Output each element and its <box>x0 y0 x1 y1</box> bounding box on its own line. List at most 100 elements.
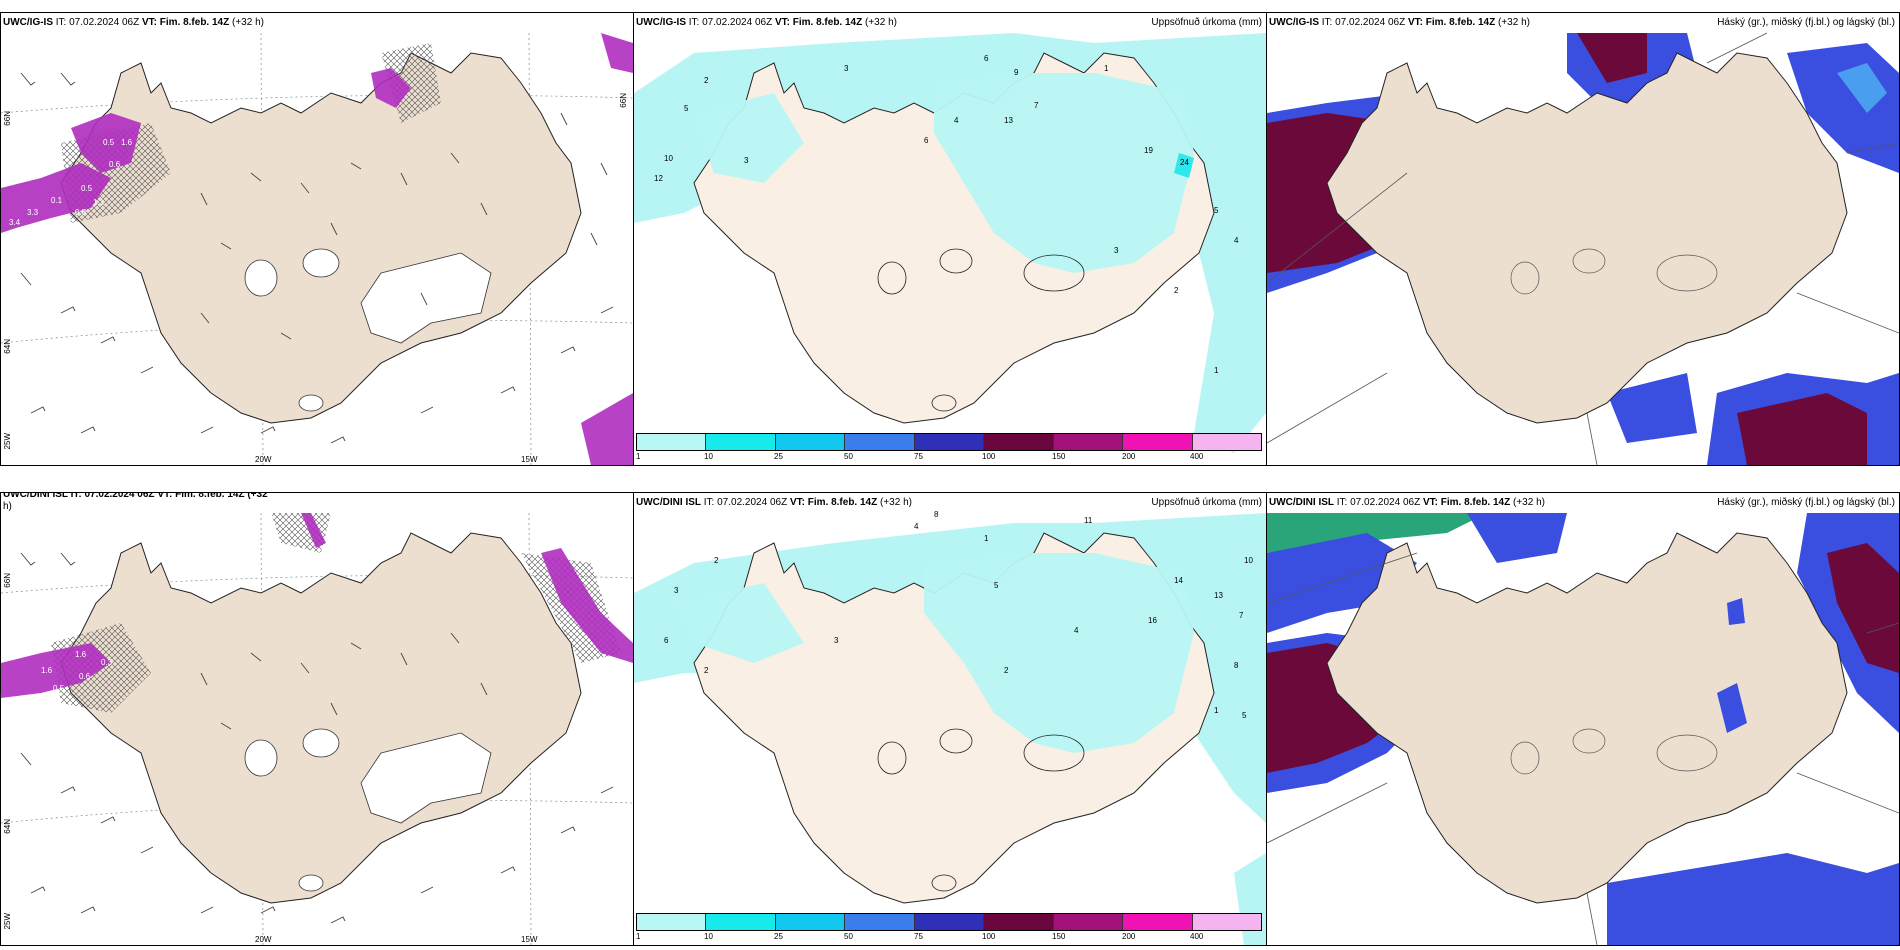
cbar-tick: 10 <box>704 932 713 941</box>
cbar-tick: 1 <box>636 932 641 941</box>
precip-value: 13 <box>1004 116 1013 125</box>
precip-value: 2 <box>704 666 709 675</box>
field-label: Uppsöfnuð úrkoma (mm) <box>1151 497 1262 508</box>
wind-value: 3.4 <box>9 218 21 227</box>
wind-value: 3.3 <box>27 208 39 217</box>
precip-value: 5 <box>1242 711 1247 720</box>
precip-value: 13 <box>1214 591 1223 600</box>
cbar-cell <box>1192 914 1261 930</box>
cloud-map-panel-bottom: UWC/DINI ISL IT: 07.02.2024 06Z VT: Fim.… <box>1266 492 1900 946</box>
precip-value: 7 <box>1239 611 1244 620</box>
precip-map-panel-bottom: 4 8 1 2 11 3 5 14 16 13 10 7 6 2 1 5 8 3… <box>633 492 1267 946</box>
precip-value: 6 <box>664 636 669 645</box>
precip-value: 3 <box>844 64 849 73</box>
wind-value: 0.5 <box>81 184 93 193</box>
cbar-cell <box>775 914 846 930</box>
precip-value: 8 <box>1234 661 1239 670</box>
wind-map-panel-bottom: 1.6 0.3 0.6 0.5 1.6 UWC/DINI ISL IT: 07.… <box>0 492 634 946</box>
wind-value: 0.5 <box>53 684 65 693</box>
precip-value: 12 <box>654 174 663 183</box>
iceland-wind-map: 0.5 1.6 0.6 0.1 0.5 3.3 3.4 0.8 1.1 <box>1 32 633 465</box>
wind-value: 1.6 <box>41 666 53 675</box>
field-label: Háský (gr.), miðský (fj.bl.) og lágský (… <box>1717 17 1895 28</box>
field-label: Háský (gr.), miðský (fj.bl.) og lágský (… <box>1717 497 1895 508</box>
precip-value: 1 <box>1104 64 1109 73</box>
precip-value: 1 <box>1214 706 1219 715</box>
precip-value: 3 <box>744 156 749 165</box>
panel-title: UWC/DINI ISL IT: 07.02.2024 06Z VT: Fim.… <box>1269 497 1545 508</box>
cbar-cell <box>1192 434 1261 450</box>
precip-value: 11 <box>1084 516 1093 525</box>
precip-value: 8 <box>934 510 939 519</box>
wind-map-panel-top: 0.5 1.6 0.6 0.1 0.5 3.3 3.4 0.8 1.1 UWC/… <box>0 12 634 466</box>
cbar-tick: 100 <box>982 932 996 941</box>
wind-value: 0.6 <box>109 160 121 169</box>
lon-label-20w: 20W <box>255 935 272 944</box>
precip-value: 16 <box>1148 616 1157 625</box>
precip-value: 4 <box>914 522 919 531</box>
colorbar-ticks: 1 10 25 50 75 100 150 200 400 <box>636 452 1260 462</box>
cbar-tick: 25 <box>774 932 783 941</box>
panel-title-wrap: h) <box>3 501 12 512</box>
cbar-tick: 75 <box>914 452 923 461</box>
lon-label-15w: 15W <box>521 455 538 464</box>
cbar-tick: 150 <box>1052 932 1066 941</box>
colorbar-ticks: 1 10 25 50 75 100 150 200 400 <box>636 932 1260 942</box>
lat-label-66n-right: 66N <box>619 93 628 108</box>
lat-label-25w: 25W <box>3 433 12 450</box>
cbar-tick: 100 <box>982 452 996 461</box>
cbar-tick: 10 <box>704 452 713 461</box>
cbar-tick: 50 <box>844 452 853 461</box>
precip-value: 1 <box>1214 366 1219 375</box>
cbar-cell <box>1053 914 1124 930</box>
precip-value: 2 <box>1004 666 1009 675</box>
panel-title: UWC/DINI ISL IT: 07.02.2024 06Z VT: Fim.… <box>3 492 268 500</box>
precip-colorbar <box>636 433 1262 451</box>
panel-title: UWC/DINI ISL IT: 07.02.2024 06Z VT: Fim.… <box>636 497 912 508</box>
precip-value: 9 <box>1014 68 1019 77</box>
panel-title: UWC/IG-IS IT: 07.02.2024 06Z VT: Fim. 8.… <box>636 17 897 28</box>
cbar-cell <box>775 434 846 450</box>
cbar-cell <box>706 434 776 450</box>
cbar-cell <box>1053 434 1124 450</box>
cbar-cell <box>637 434 707 450</box>
panel-title: UWC/IG-IS IT: 07.02.2024 06Z VT: Fim. 8.… <box>3 17 264 28</box>
wind-value: 0.6 <box>79 672 91 681</box>
precip-value: 2 <box>1174 286 1179 295</box>
precip-map-panel-top: 3 5 6 2 9 1 4 10 12 6 13 7 19 24 2 3 4 5… <box>633 12 1267 466</box>
cbar-cell <box>1123 434 1193 450</box>
lon-label-20w: 20W <box>255 455 272 464</box>
cbar-tick: 200 <box>1122 452 1136 461</box>
cbar-cell <box>914 914 985 930</box>
cbar-cell <box>984 434 1054 450</box>
precip-value: 14 <box>1174 576 1183 585</box>
lat-label-66n: 66N <box>3 111 12 126</box>
cbar-cell <box>845 434 915 450</box>
lat-label-64n: 64N <box>3 339 12 354</box>
precip-value: 5 <box>1214 206 1219 215</box>
cbar-cell <box>637 914 707 930</box>
cbar-cell <box>984 914 1054 930</box>
precip-value: 3 <box>1114 246 1119 255</box>
iceland-precip-map: 4 8 1 2 11 3 5 14 16 13 10 7 6 2 1 5 8 3… <box>634 510 1266 945</box>
cbar-tick: 75 <box>914 932 923 941</box>
precip-value: 24 <box>1180 158 1189 167</box>
cbar-tick: 150 <box>1052 452 1066 461</box>
cbar-tick: 25 <box>774 452 783 461</box>
cbar-tick: 200 <box>1122 932 1136 941</box>
precip-value: 2 <box>704 76 709 85</box>
wind-value: 1.6 <box>75 650 87 659</box>
field-label: Uppsöfnuð úrkoma (mm) <box>1151 17 1262 28</box>
precip-value: 6 <box>924 136 929 145</box>
precip-value: 7 <box>1034 101 1039 110</box>
lat-label-25w: 25W <box>3 913 12 930</box>
cbar-cell <box>706 914 776 930</box>
wind-value: 0.3 <box>101 658 113 667</box>
precip-value: 2 <box>714 556 719 565</box>
precip-value: 5 <box>994 581 999 590</box>
cbar-tick: 400 <box>1190 932 1204 941</box>
wind-value: 0.8 <box>75 208 87 217</box>
iceland-cloud-map <box>1267 513 1899 945</box>
panel-title: UWC/IG-IS IT: 07.02.2024 06Z VT: Fim. 8.… <box>1269 17 1530 28</box>
wind-value: 1.1 <box>93 198 105 207</box>
